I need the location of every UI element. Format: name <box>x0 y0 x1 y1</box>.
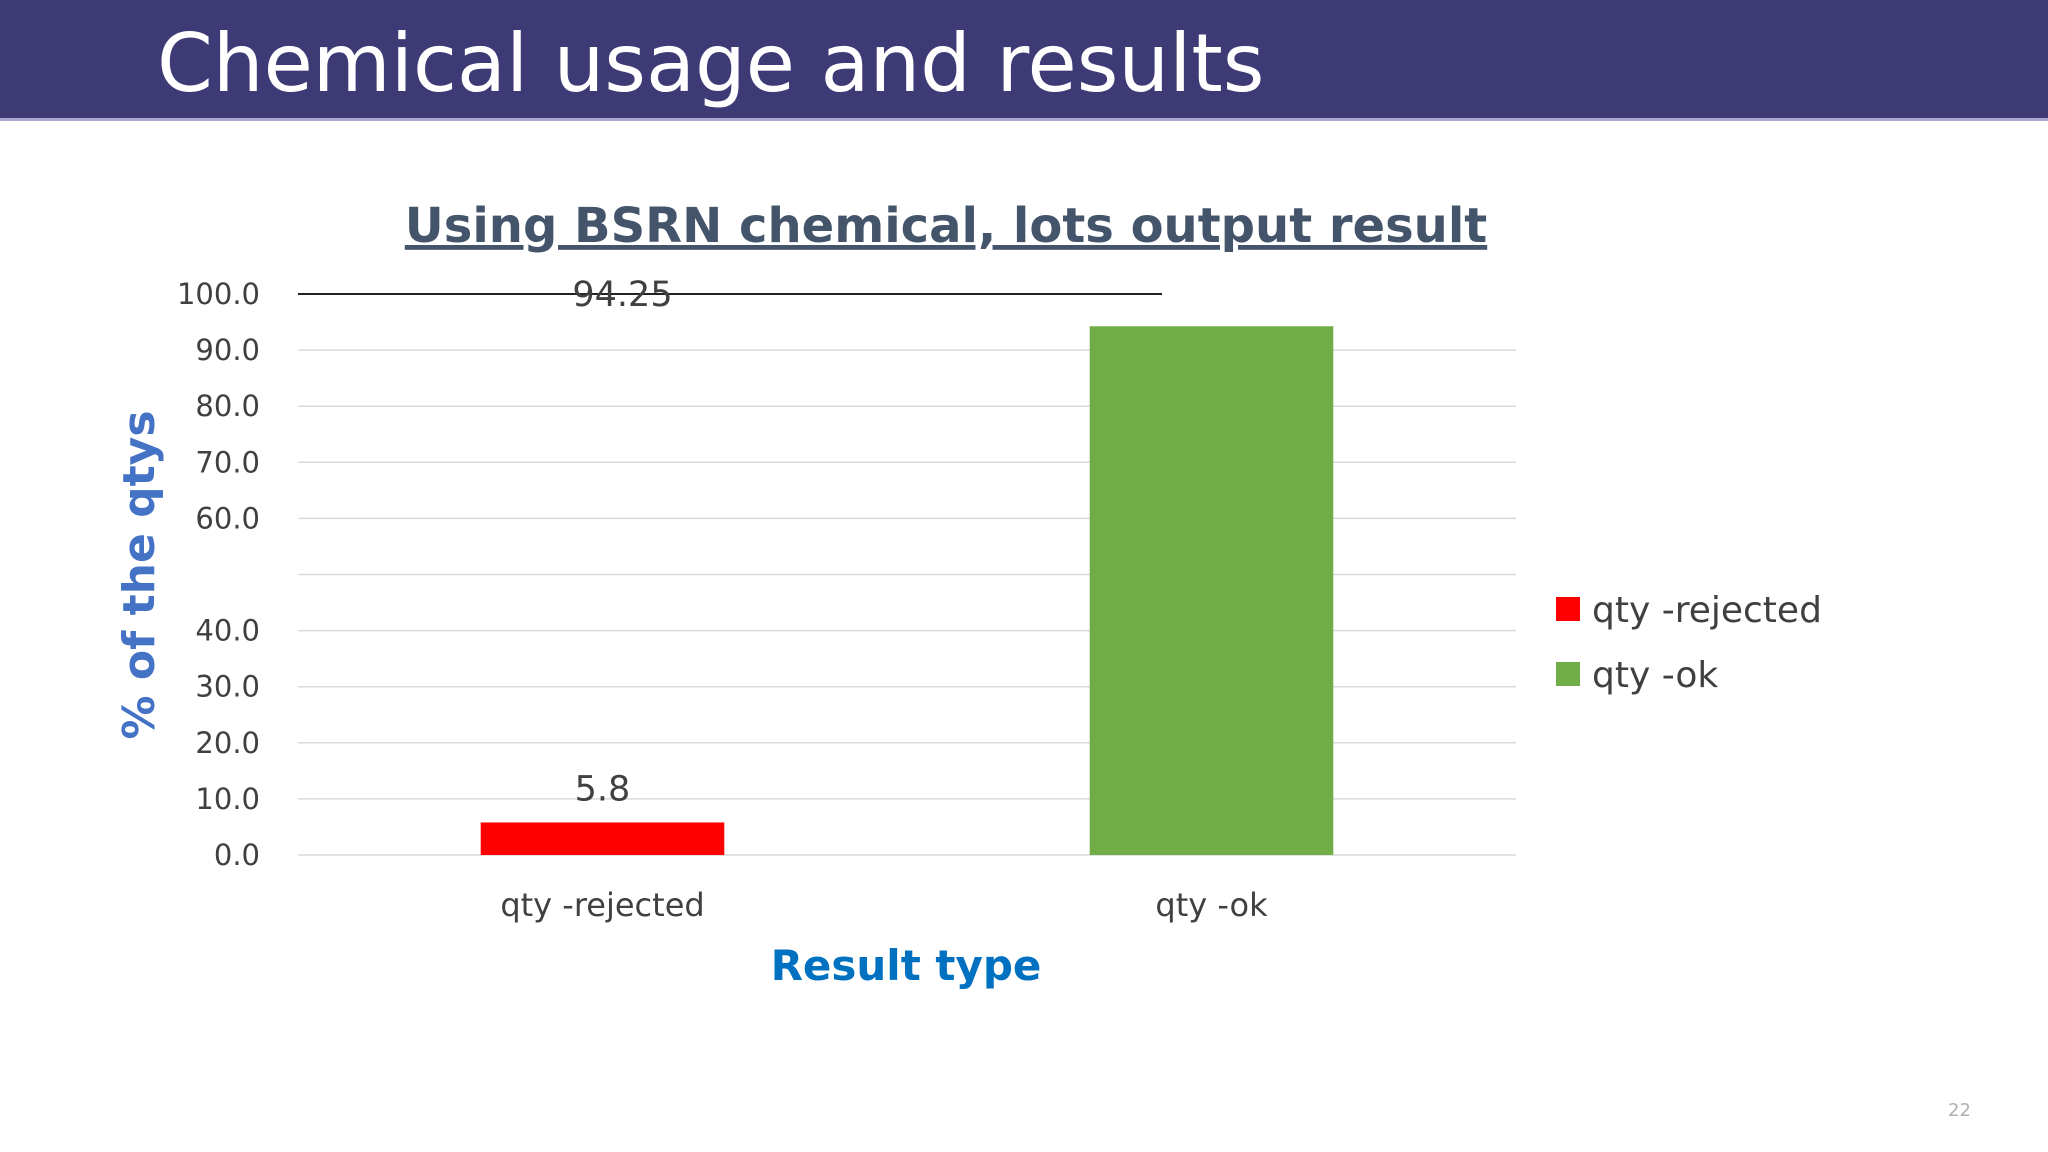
slide-number: 22 <box>1948 1100 1971 1121</box>
y-tick-label: 0.0 <box>214 838 260 872</box>
bar-qty-ok <box>1089 326 1334 855</box>
chart-title: Using BSRN chemical, lots output result <box>405 198 1487 254</box>
gridlines <box>298 293 1516 856</box>
y-tick-label: 20.0 <box>195 726 260 760</box>
y-tick-label: 60.0 <box>195 501 260 535</box>
legend-swatch <box>1556 662 1580 686</box>
bars <box>480 326 1334 855</box>
category-labels: qty -rejected qty -ok <box>500 886 1268 924</box>
bar-qty-rejected <box>480 822 725 855</box>
y-axis-label: % of the qtys <box>114 410 165 739</box>
y-tick-label: 90.0 <box>195 333 260 367</box>
legend: qty -rejected qty -ok <box>1556 590 1822 696</box>
data-labels: 5.8 94.25 <box>572 275 672 809</box>
y-tick-label: 70.0 <box>195 445 260 479</box>
legend-swatch <box>1556 597 1580 621</box>
x-axis-label: Result type <box>771 941 1042 990</box>
data-label-qty-ok: 94.25 <box>572 275 672 315</box>
y-tick-label: 10.0 <box>195 782 260 816</box>
y-tick-label: 30.0 <box>195 670 260 704</box>
y-tick-label: 40.0 <box>195 614 260 648</box>
legend-label: qty -ok <box>1592 655 1718 696</box>
category-label: qty -ok <box>1155 886 1268 924</box>
y-tick-label: 80.0 <box>195 389 260 423</box>
header-band <box>0 0 2048 121</box>
category-label: qty -rejected <box>500 886 704 924</box>
data-label-qty-rejected: 5.8 <box>575 769 631 809</box>
y-tick-label: 100.0 <box>177 277 260 311</box>
y-tick-labels: 0.0 10.0 20.0 30.0 40.0 60.0 70.0 80.0 90.0 100.0 <box>177 277 260 872</box>
slide-title: Chemical usage and results <box>157 17 1265 110</box>
legend-label: qty -rejected <box>1592 590 1822 631</box>
